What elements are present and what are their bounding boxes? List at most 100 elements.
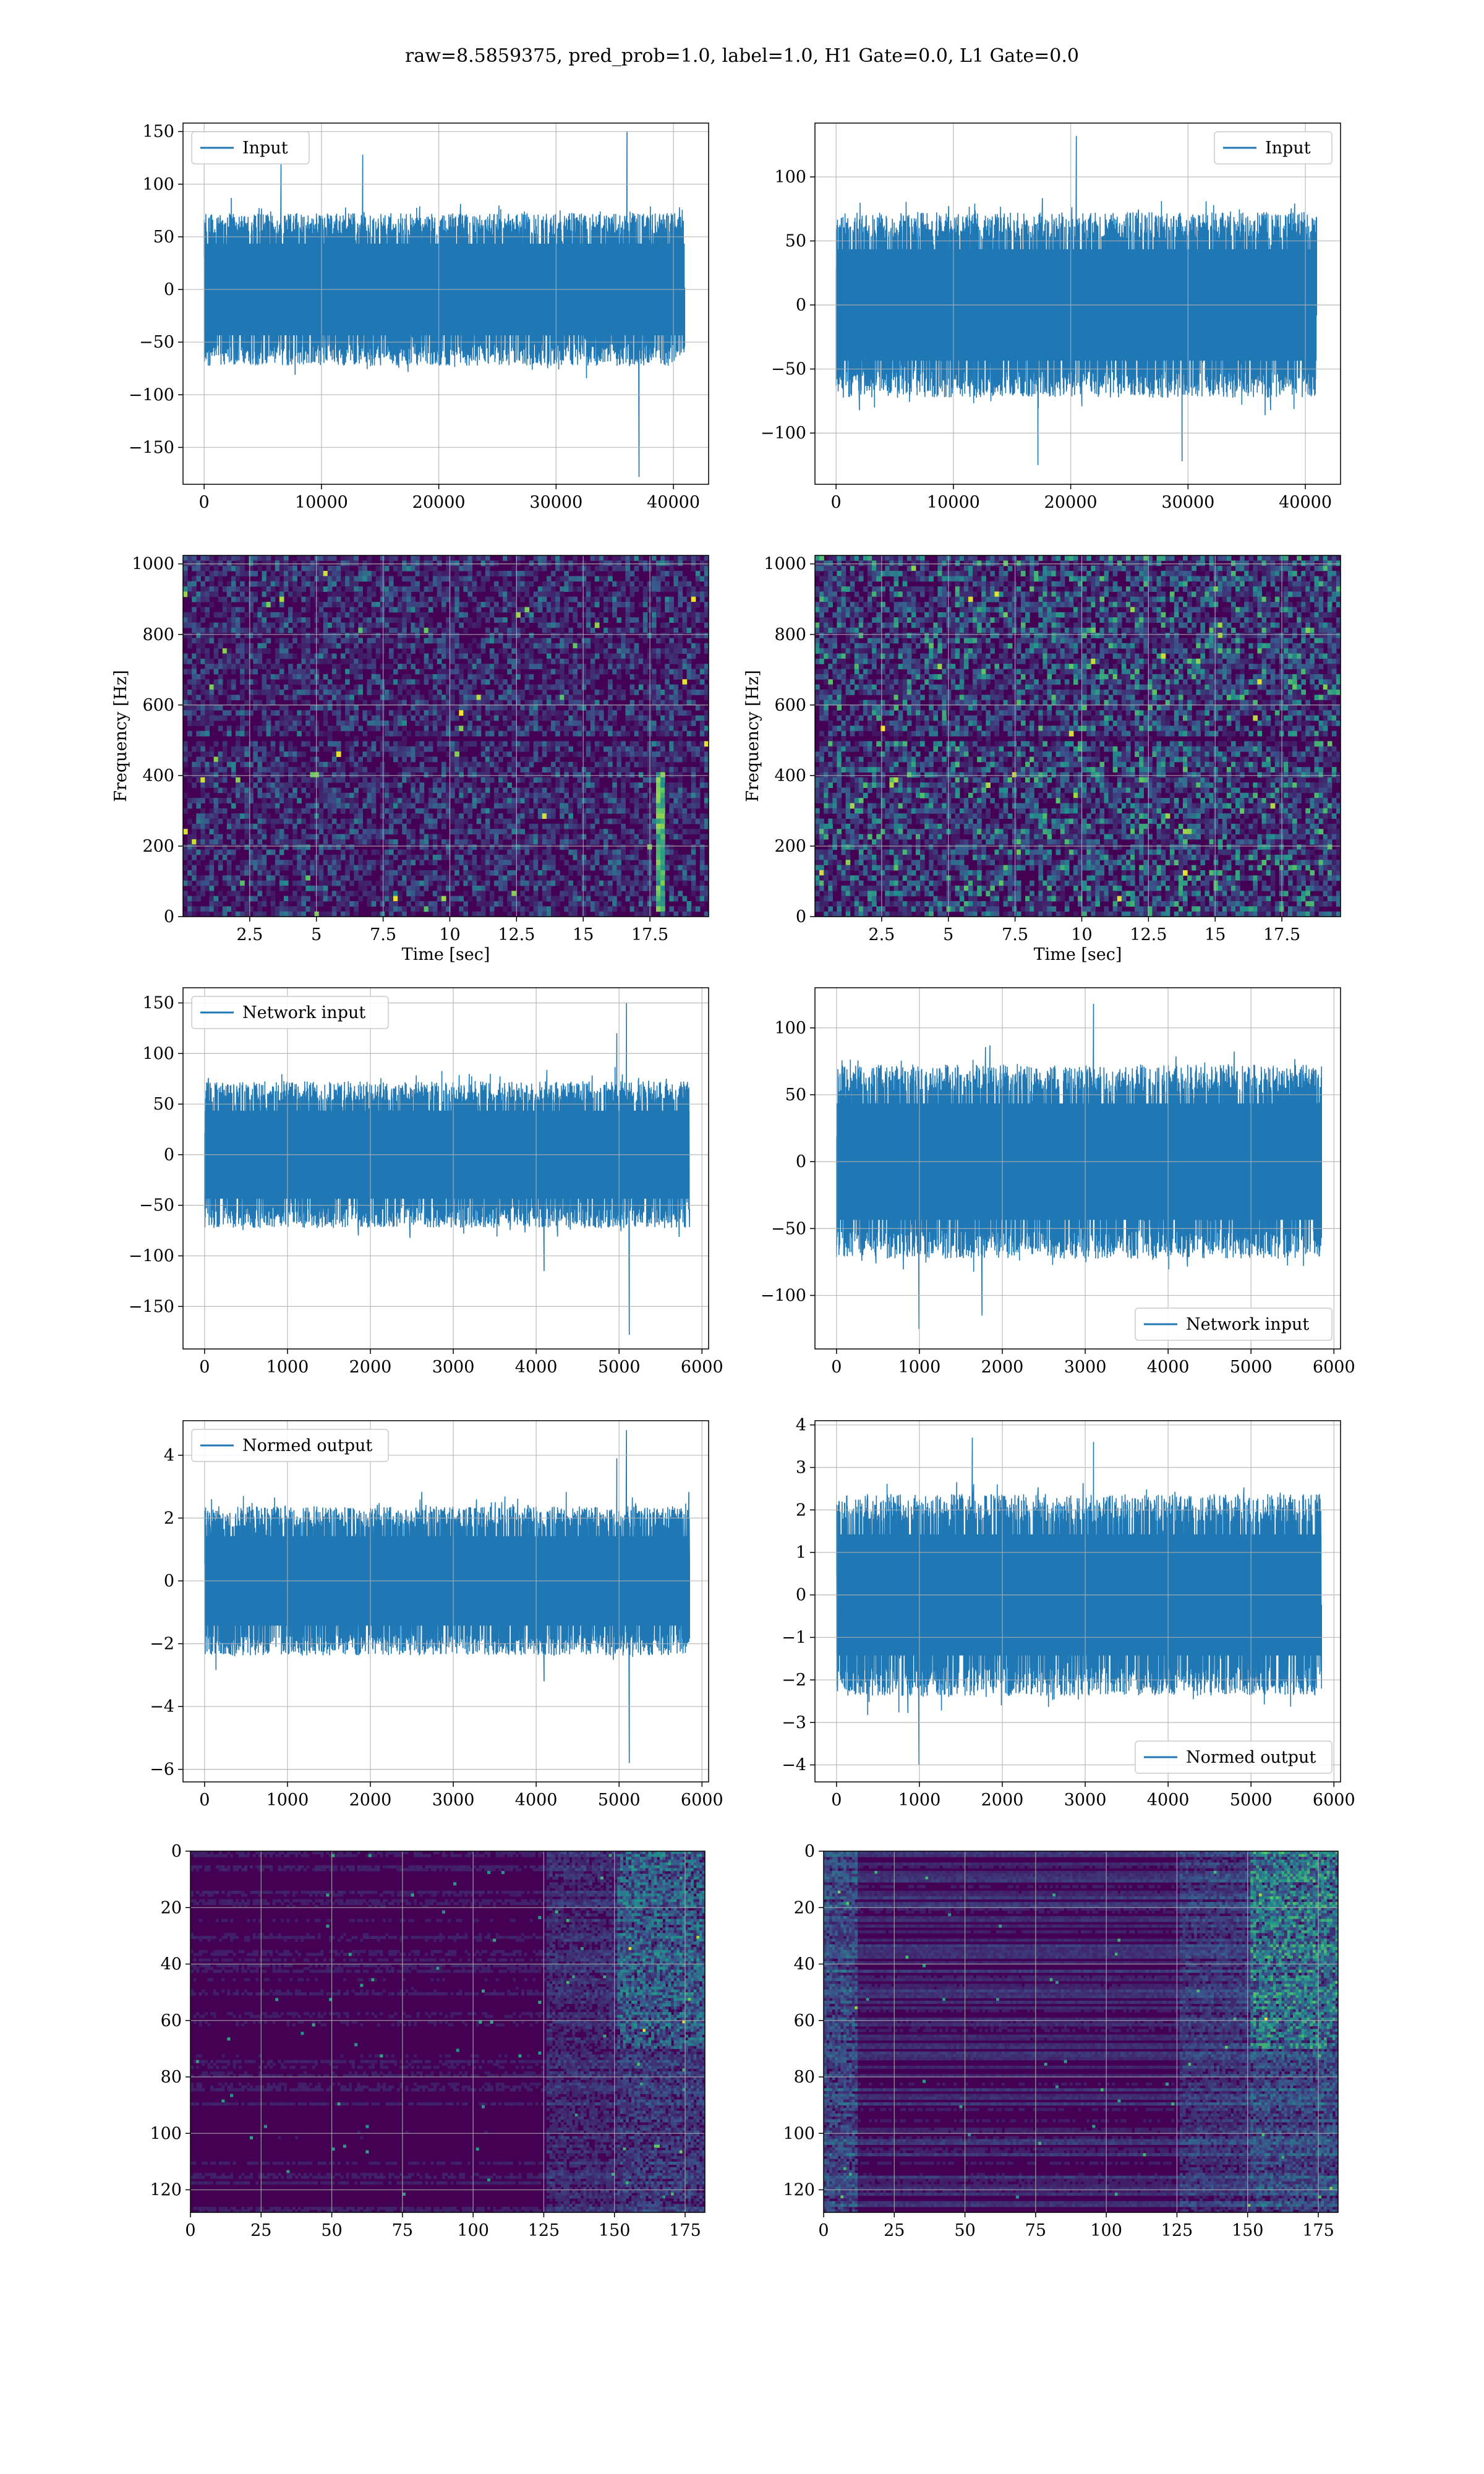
x-tick-label: 1000 bbox=[267, 1358, 309, 1377]
y-tick-label: −150 bbox=[129, 438, 174, 457]
x-tick-label: 4000 bbox=[1147, 1358, 1190, 1377]
x-tick-label: 0 bbox=[818, 2221, 829, 2240]
x-tick-label: 40000 bbox=[647, 493, 700, 512]
legend-label: Normed output bbox=[242, 1436, 372, 1455]
x-tick-label: 3000 bbox=[1064, 1791, 1107, 1810]
y-tick-label: 1000 bbox=[764, 555, 806, 574]
y-tick-label: 120 bbox=[150, 2181, 182, 2200]
y-tick-label: −100 bbox=[129, 385, 174, 404]
x-tick-label: 175 bbox=[669, 2221, 701, 2240]
x-tick-label: 5000 bbox=[1230, 1358, 1273, 1377]
x-tick-label: 0 bbox=[831, 1358, 842, 1377]
y-tick-label: −100 bbox=[761, 1286, 806, 1305]
x-tick-label: 40000 bbox=[1279, 493, 1332, 512]
legend: Normed output bbox=[1135, 1741, 1332, 1773]
y-tick-label: 3 bbox=[796, 1458, 806, 1478]
x-axis-label: Time [sec] bbox=[1034, 945, 1122, 964]
x-tick-label: 100 bbox=[1090, 2221, 1122, 2240]
y-tick-label: 2 bbox=[164, 1509, 174, 1528]
y-tick-label: 0 bbox=[164, 907, 174, 927]
x-tick-label: 30000 bbox=[1161, 493, 1214, 512]
y-tick-label: 100 bbox=[774, 168, 806, 187]
x-tick-label: 5 bbox=[311, 925, 322, 944]
y-tick-label: 0 bbox=[796, 296, 806, 315]
x-tick-label: 0 bbox=[199, 493, 210, 512]
y-tick-label: 60 bbox=[161, 2011, 182, 2031]
x-tick-label: 10000 bbox=[927, 493, 980, 512]
legend: Input bbox=[192, 132, 309, 164]
y-tick-label: −150 bbox=[129, 1297, 174, 1316]
y-tick-label: 2 bbox=[796, 1500, 806, 1520]
y-tick-label: 100 bbox=[783, 2124, 815, 2143]
y-tick-label: 200 bbox=[142, 837, 174, 856]
x-tick-label: 2.5 bbox=[236, 925, 263, 944]
x-tick-label: 2.5 bbox=[868, 925, 895, 944]
x-tick-label: 20000 bbox=[412, 493, 466, 512]
x-tick-label: 5000 bbox=[598, 1358, 641, 1377]
x-tick-label: 25 bbox=[250, 2221, 271, 2240]
y-tick-label: −50 bbox=[771, 360, 806, 379]
y-tick-label: −6 bbox=[150, 1760, 174, 1779]
x-tick-label: 7.5 bbox=[1002, 925, 1028, 944]
x-tick-label: 150 bbox=[599, 2221, 631, 2240]
legend: Input bbox=[1214, 132, 1332, 164]
y-tick-label: 1000 bbox=[132, 555, 174, 574]
y-tick-label: 40 bbox=[161, 1955, 182, 1974]
y-tick-label: 400 bbox=[774, 766, 806, 785]
y-tick-label: 100 bbox=[774, 1019, 806, 1038]
x-tick-label: 5000 bbox=[598, 1791, 641, 1810]
legend-label: Normed output bbox=[1186, 1748, 1316, 1767]
x-tick-label: 75 bbox=[392, 2221, 413, 2240]
x-tick-label: 0 bbox=[831, 1791, 842, 1810]
x-tick-label: 50 bbox=[321, 2221, 342, 2240]
legend: Network input bbox=[192, 996, 388, 1029]
x-axis-label: Time [sec] bbox=[402, 945, 490, 964]
chart-spec-left: 2.5 5 7.5 10 12.5 15 17.502004006008001000Time… bbox=[111, 555, 709, 964]
y-tick-label: −50 bbox=[139, 333, 174, 352]
x-tick-label: 125 bbox=[1161, 2221, 1193, 2240]
x-tick-label: 10 bbox=[439, 925, 460, 944]
x-tick-label: 3000 bbox=[1064, 1358, 1107, 1377]
x-tick-label: 12.5 bbox=[498, 925, 535, 944]
y-tick-label: 120 bbox=[783, 2181, 815, 2200]
x-tick-label: 1000 bbox=[898, 1358, 941, 1377]
x-tick-label: 50 bbox=[954, 2221, 975, 2240]
y-tick-label: 0 bbox=[164, 1145, 174, 1165]
x-tick-label: 2000 bbox=[349, 1791, 392, 1810]
x-tick-label: 150 bbox=[1232, 2221, 1264, 2240]
y-tick-label: 20 bbox=[794, 1898, 815, 1917]
y-tick-label: 50 bbox=[785, 232, 806, 251]
y-tick-label: −4 bbox=[150, 1697, 174, 1716]
x-tick-label: 30000 bbox=[529, 493, 582, 512]
y-tick-label: 0 bbox=[171, 1842, 182, 1861]
y-tick-label: 4 bbox=[164, 1446, 174, 1465]
x-tick-label: 125 bbox=[528, 2221, 560, 2240]
y-tick-label: 0 bbox=[796, 1586, 806, 1605]
y-tick-label: 100 bbox=[142, 1044, 174, 1063]
x-tick-label: 6000 bbox=[681, 1358, 723, 1377]
x-tick-label: 15 bbox=[573, 925, 594, 944]
y-tick-label: 4 bbox=[796, 1416, 806, 1435]
x-tick-label: 75 bbox=[1025, 2221, 1046, 2240]
y-tick-label: 0 bbox=[164, 1572, 174, 1591]
y-tick-label: 20 bbox=[161, 1898, 182, 1917]
x-tick-label: 6000 bbox=[681, 1791, 723, 1810]
x-tick-label: 100 bbox=[457, 2221, 489, 2240]
chart-spec-right: 2.5 5 7.5 10 12.5 15 17.502004006008001000Time… bbox=[743, 555, 1341, 964]
x-tick-label: 4000 bbox=[515, 1358, 558, 1377]
y-tick-label: 80 bbox=[161, 2068, 182, 2087]
y-tick-label: 100 bbox=[142, 175, 174, 194]
y-tick-label: −3 bbox=[782, 1713, 806, 1732]
y-tick-label: 50 bbox=[785, 1085, 806, 1105]
y-tick-label: 60 bbox=[794, 2011, 815, 2031]
x-tick-label: 3000 bbox=[432, 1791, 475, 1810]
y-tick-label: −100 bbox=[761, 424, 806, 443]
y-tick-label: −2 bbox=[150, 1635, 174, 1654]
y-tick-label: 150 bbox=[142, 994, 174, 1013]
y-tick-label: 0 bbox=[796, 907, 806, 927]
x-tick-label: 10 bbox=[1071, 925, 1092, 944]
y-tick-label: −4 bbox=[782, 1756, 806, 1775]
x-tick-label: 17.5 bbox=[1263, 925, 1300, 944]
y-tick-label: −1 bbox=[782, 1628, 806, 1647]
